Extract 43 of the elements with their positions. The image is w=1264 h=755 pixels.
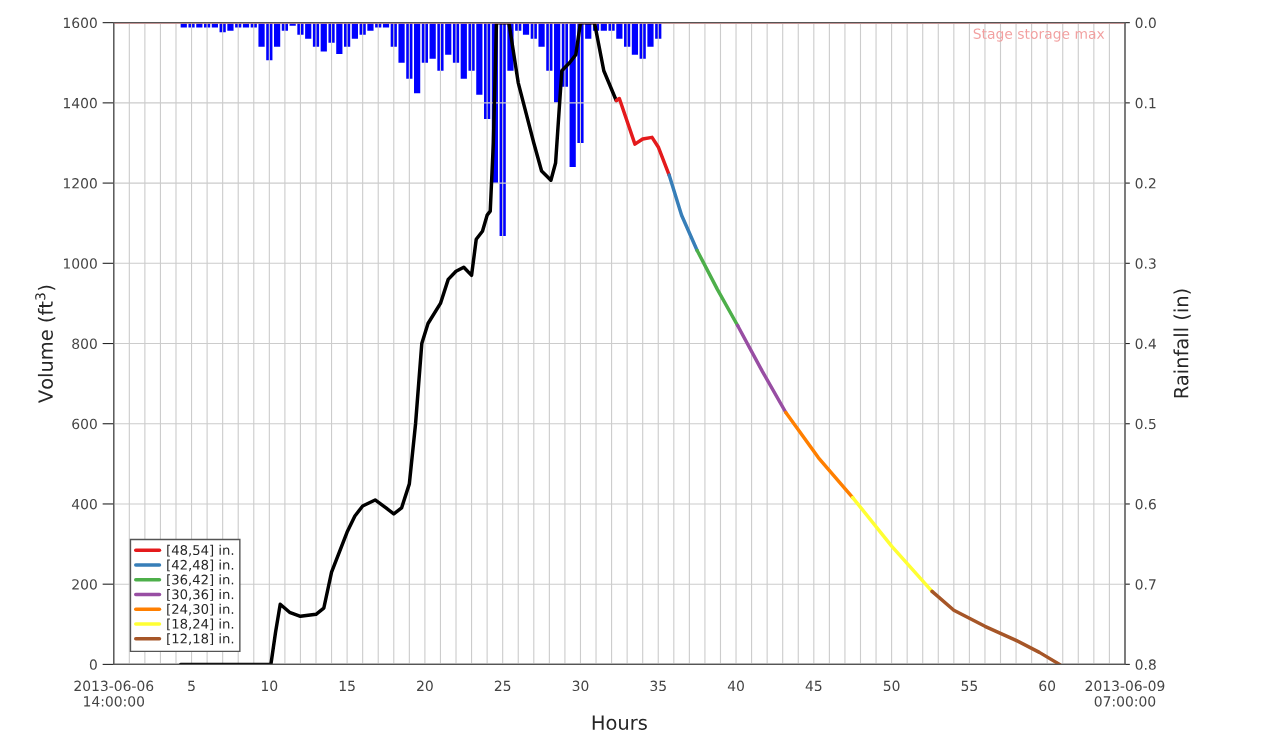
y-tick-label: 1000 [63, 258, 97, 269]
y-tick-label: 600 [72, 418, 97, 430]
y2-tick-label: 0.2 [1135, 178, 1156, 189]
legend-label: [36,42] in. [167, 574, 234, 587]
y2-axis-title: Rainfall (in) [1173, 289, 1191, 398]
ref-line-label: Stage storage max [973, 28, 1105, 42]
x-tick-label: 2013-06-06 14:00:00 [74, 680, 154, 707]
legend-label: [48,54] in. [167, 544, 234, 557]
x-tick-label: 5 [188, 680, 195, 692]
y2-tick-label: 0.8 [1135, 659, 1156, 670]
x-axis-title: Hours [592, 715, 647, 730]
x-tick-label: 50 [883, 680, 900, 692]
y-axis-title: Volume (ft$^{3}$) [35, 285, 56, 403]
x-tick-label: 20 [417, 680, 433, 692]
y2-tick-label: 0.0 [1135, 17, 1156, 29]
y-tick-label: 1400 [63, 97, 97, 109]
legend-label: [42,48] in. [167, 559, 234, 572]
y-tick-label: 0 [89, 659, 97, 670]
y-tick-label: 800 [72, 338, 97, 349]
y-tick-label: 200 [72, 579, 97, 590]
legend-label: [24,30] in. [167, 603, 234, 616]
legend-label: [18,24] in. [167, 618, 234, 631]
x-tick-label: 10 [262, 680, 278, 692]
legend-label: [30,36] in. [167, 589, 234, 601]
y-tick-label: 1200 [63, 178, 97, 189]
x-tick-label: 35 [650, 680, 666, 692]
legend-label: [12,18] in. [167, 633, 234, 646]
x-tick-label: 15 [339, 680, 355, 692]
x-tick-label: 60 [1039, 680, 1056, 692]
y-tick-label: 1600 [63, 17, 97, 29]
x-tick-label: 40 [727, 680, 744, 692]
y-tick-label: 400 [71, 498, 97, 510]
y2-tick-label: 0.5 [1135, 418, 1156, 430]
y2-tick-label: 0.6 [1135, 498, 1156, 510]
y2-tick-label: 0.4 [1135, 338, 1156, 349]
y2-tick-label: 0.1 [1135, 97, 1156, 109]
x-tick-label: 25 [494, 680, 511, 692]
y2-tick-label: 0.7 [1135, 579, 1156, 590]
x-tick-label: 30 [572, 680, 589, 692]
x-tick-label: 55 [961, 680, 978, 692]
x-tick-label: 45 [805, 680, 822, 692]
y2-tick-label: 0.3 [1135, 258, 1156, 269]
x-tick-label: 2013-06-09 07:00:00 [1085, 680, 1165, 707]
